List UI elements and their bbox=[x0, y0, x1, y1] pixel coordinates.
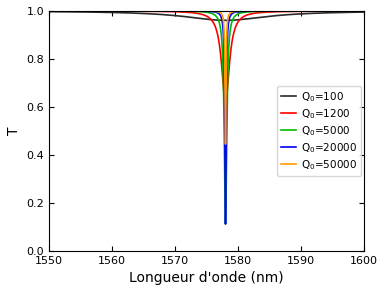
Q$_0$=50000 bbox=[85, 9, 90, 13]
Q$_0$=50000 bbox=[54, 9, 59, 13]
Q$_0$=50000 bbox=[213, 10, 218, 13]
Q$_0$=1200 bbox=[213, 24, 218, 28]
Q$_0$=5000 bbox=[248, 10, 252, 13]
Q$_0$=100 bbox=[223, 19, 228, 22]
Y-axis label: T: T bbox=[7, 126, 21, 135]
Q$_0$=5000 bbox=[332, 9, 337, 13]
Line: Q$_0$=5000: Q$_0$=5000 bbox=[49, 11, 364, 224]
Q$_0$=5000 bbox=[362, 9, 367, 13]
Q$_0$=100 bbox=[47, 10, 52, 13]
Q$_0$=50000 bbox=[47, 9, 52, 13]
Q$_0$=100 bbox=[346, 11, 351, 14]
X-axis label: Longueur d'onde (nm): Longueur d'onde (nm) bbox=[129, 271, 284, 285]
Line: Q$_0$=1200: Q$_0$=1200 bbox=[49, 11, 364, 103]
Q$_0$=1200 bbox=[85, 9, 90, 13]
Q$_0$=20000 bbox=[346, 9, 351, 13]
Q$_0$=1200 bbox=[248, 13, 252, 16]
Q$_0$=20000 bbox=[54, 9, 59, 13]
Q$_0$=20000 bbox=[248, 9, 252, 13]
Q$_0$=50000 bbox=[346, 9, 351, 13]
Q$_0$=100 bbox=[213, 18, 218, 22]
Q$_0$=1200 bbox=[362, 9, 367, 13]
Q$_0$=1200 bbox=[346, 9, 351, 13]
Legend: Q$_0$=100, Q$_0$=1200, Q$_0$=5000, Q$_0$=20000, Q$_0$=50000: Q$_0$=100, Q$_0$=1200, Q$_0$=5000, Q$_0$… bbox=[277, 86, 361, 176]
Q$_0$=50000 bbox=[248, 9, 252, 13]
Q$_0$=5000 bbox=[223, 222, 228, 226]
Q$_0$=20000 bbox=[332, 9, 337, 13]
Q$_0$=50000 bbox=[223, 142, 228, 146]
Q$_0$=5000 bbox=[85, 9, 90, 13]
Q$_0$=20000 bbox=[213, 10, 218, 14]
Q$_0$=1200 bbox=[332, 9, 337, 13]
Q$_0$=5000 bbox=[47, 9, 52, 13]
Q$_0$=5000 bbox=[54, 9, 59, 13]
Q$_0$=20000 bbox=[85, 9, 90, 13]
Q$_0$=100 bbox=[362, 10, 367, 14]
Q$_0$=100 bbox=[332, 11, 337, 14]
Q$_0$=1200 bbox=[47, 9, 52, 13]
Q$_0$=50000 bbox=[362, 9, 367, 13]
Q$_0$=5000 bbox=[346, 9, 351, 13]
Line: Q$_0$=100: Q$_0$=100 bbox=[49, 12, 364, 20]
Q$_0$=100 bbox=[248, 17, 252, 20]
Q$_0$=20000 bbox=[47, 9, 52, 13]
Line: Q$_0$=50000: Q$_0$=50000 bbox=[49, 11, 364, 144]
Q$_0$=1200 bbox=[54, 9, 59, 13]
Q$_0$=5000 bbox=[213, 13, 218, 17]
Line: Q$_0$=20000: Q$_0$=20000 bbox=[49, 11, 364, 224]
Q$_0$=1200 bbox=[223, 101, 228, 105]
Q$_0$=20000 bbox=[362, 9, 367, 13]
Q$_0$=100 bbox=[54, 10, 59, 13]
Q$_0$=100 bbox=[85, 10, 90, 14]
Q$_0$=20000 bbox=[223, 222, 228, 226]
Q$_0$=50000 bbox=[332, 9, 337, 13]
